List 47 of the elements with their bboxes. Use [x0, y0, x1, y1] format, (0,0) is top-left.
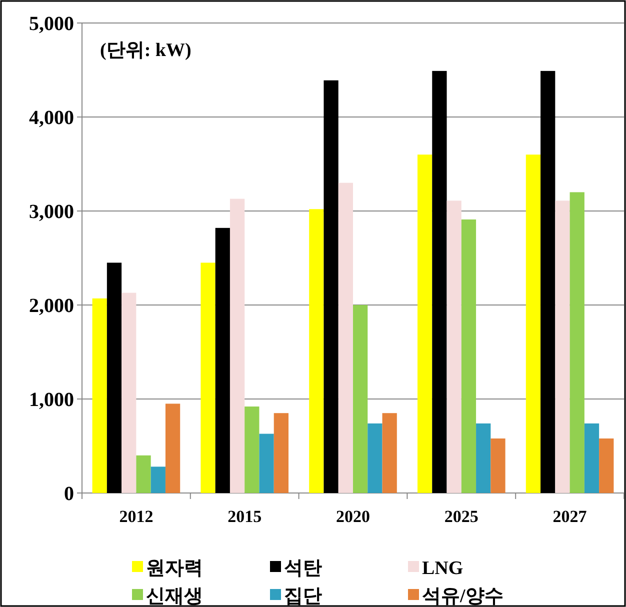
bar [338, 182, 353, 493]
bar [244, 406, 260, 493]
bar [150, 466, 166, 493]
bar [476, 423, 491, 493]
bar [540, 70, 556, 493]
bar [526, 154, 541, 493]
bar [382, 413, 397, 493]
bar [309, 209, 324, 493]
bar [230, 198, 245, 493]
legend-label: 원자력 [146, 558, 203, 579]
bar [92, 298, 107, 493]
x-tick-label: 2020 [336, 507, 370, 526]
bar [259, 434, 274, 493]
x-tick-label: 2012 [119, 507, 154, 526]
bar [353, 305, 368, 493]
bar [490, 438, 506, 493]
bar [599, 438, 614, 493]
legend-label: 집단 [284, 586, 322, 607]
y-tick-label: 2,000 [29, 295, 74, 317]
bar [570, 192, 584, 493]
x-tick-label: 2025 [444, 507, 478, 526]
y-tick-label: 5,000 [29, 13, 74, 35]
bar [432, 70, 447, 493]
bar [136, 455, 151, 493]
bar [418, 154, 432, 493]
y-tick-label: 1,000 [29, 389, 74, 411]
x-tick-label: 2015 [228, 507, 262, 526]
legend-label: LNG [422, 558, 464, 579]
y-tick-label: 3,000 [29, 201, 74, 223]
bar [122, 292, 136, 493]
y-tick-label: 4,000 [29, 107, 74, 129]
legend-label: 신재생 [146, 586, 203, 607]
bar [368, 423, 382, 493]
bar [165, 404, 180, 493]
bar [324, 80, 338, 493]
bar [446, 200, 462, 493]
bar [200, 262, 216, 493]
bar [555, 200, 570, 493]
legend-label: 석탄 [284, 558, 322, 579]
x-tick-label: 2027 [552, 507, 588, 526]
y-tick-label: 0 [64, 483, 74, 505]
bar [274, 413, 288, 493]
bar [461, 219, 476, 493]
bar [215, 228, 230, 493]
annotation: (단위: kW) [100, 40, 192, 61]
bar [106, 262, 122, 493]
bar [584, 423, 600, 493]
